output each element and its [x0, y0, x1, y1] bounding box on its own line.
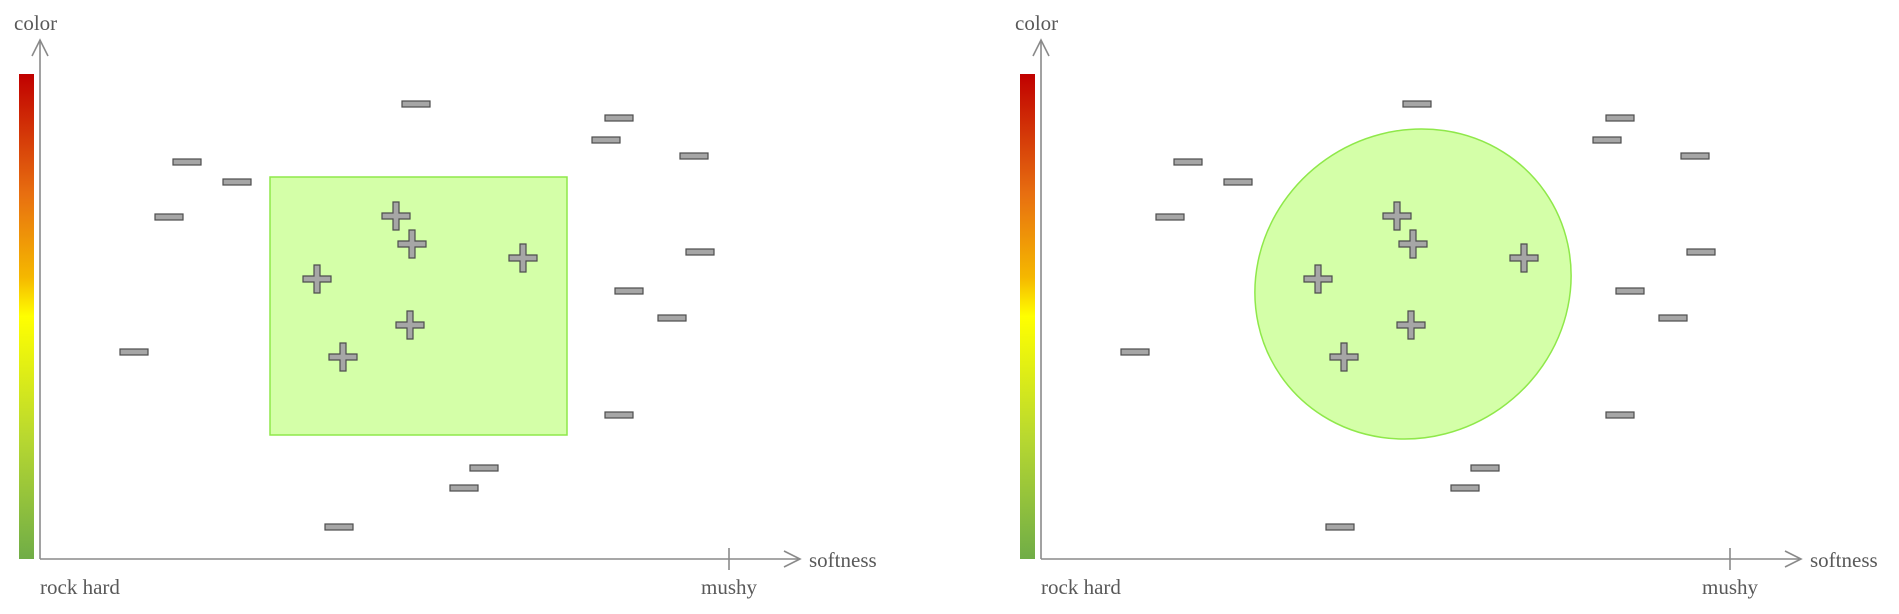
negative-sample-icon — [614, 287, 644, 295]
negative-sample-icon — [1605, 114, 1635, 122]
right-panel: color softness rock hard mushy — [1015, 11, 1878, 599]
negative-sample-icon — [1680, 152, 1710, 160]
positive-sample-icon — [397, 229, 427, 259]
x-min-label: rock hard — [40, 575, 120, 599]
negative-sample-icon — [1120, 348, 1150, 356]
y-axis-label: color — [14, 11, 57, 35]
left-panel: color softness rock hard mushy — [14, 11, 877, 599]
negative-sample-icon — [469, 464, 499, 472]
positive-sample-icon — [1509, 243, 1539, 273]
x-axis-arrow-icon — [1784, 550, 1803, 568]
negative-sample-icon — [1605, 411, 1635, 419]
negative-sample-icon — [604, 114, 634, 122]
x-axis-label: softness — [809, 548, 877, 572]
negative-sample-icon — [1686, 248, 1716, 256]
positive-region-rectangle — [269, 176, 568, 436]
positive-sample-icon — [381, 201, 411, 231]
negative-sample-icon — [154, 213, 184, 221]
negative-sample-icon — [1325, 523, 1355, 531]
negative-sample-icon — [679, 152, 709, 160]
negative-sample-icon — [1470, 464, 1500, 472]
negative-sample-icon — [1450, 484, 1480, 492]
colorbar — [19, 74, 34, 559]
x-min-label: rock hard — [1041, 575, 1121, 599]
x-max-label: mushy — [1702, 575, 1759, 599]
negative-sample-icon — [119, 348, 149, 356]
y-axis-arrow-icon — [31, 38, 49, 57]
negative-sample-icon — [324, 523, 354, 531]
x-axis-arrow-icon — [783, 550, 802, 568]
negative-sample-icon — [685, 248, 715, 256]
positive-sample-icon — [328, 342, 358, 372]
colorbar — [1020, 74, 1035, 559]
negative-sample-icon — [604, 411, 634, 419]
positive-sample-icon — [302, 264, 332, 294]
negative-sample-icon — [1173, 158, 1203, 166]
negative-sample-icon — [172, 158, 202, 166]
negative-sample-icon — [591, 136, 621, 144]
positive-sample-icon — [395, 310, 425, 340]
negative-sample-icon — [1658, 314, 1688, 322]
x-axis-label: softness — [1810, 548, 1878, 572]
negative-sample-icon — [449, 484, 479, 492]
positive-region-ellipse — [1254, 128, 1572, 440]
negative-sample-icon — [1592, 136, 1622, 144]
y-axis-label: color — [1015, 11, 1058, 35]
negative-sample-icon — [1402, 100, 1432, 108]
positive-sample-icon — [1396, 310, 1426, 340]
negative-sample-icon — [1155, 213, 1185, 221]
negative-sample-icon — [1223, 178, 1253, 186]
negative-sample-icon — [1615, 287, 1645, 295]
positive-sample-icon — [508, 243, 538, 273]
negative-sample-icon — [657, 314, 687, 322]
positive-sample-icon — [1303, 264, 1333, 294]
y-axis-arrow-icon — [1032, 38, 1050, 57]
negative-sample-icon — [222, 178, 252, 186]
negative-sample-icon — [401, 100, 431, 108]
positive-sample-icon — [1382, 201, 1412, 231]
positive-sample-icon — [1398, 229, 1428, 259]
x-max-label: mushy — [701, 575, 758, 599]
positive-sample-icon — [1329, 342, 1359, 372]
